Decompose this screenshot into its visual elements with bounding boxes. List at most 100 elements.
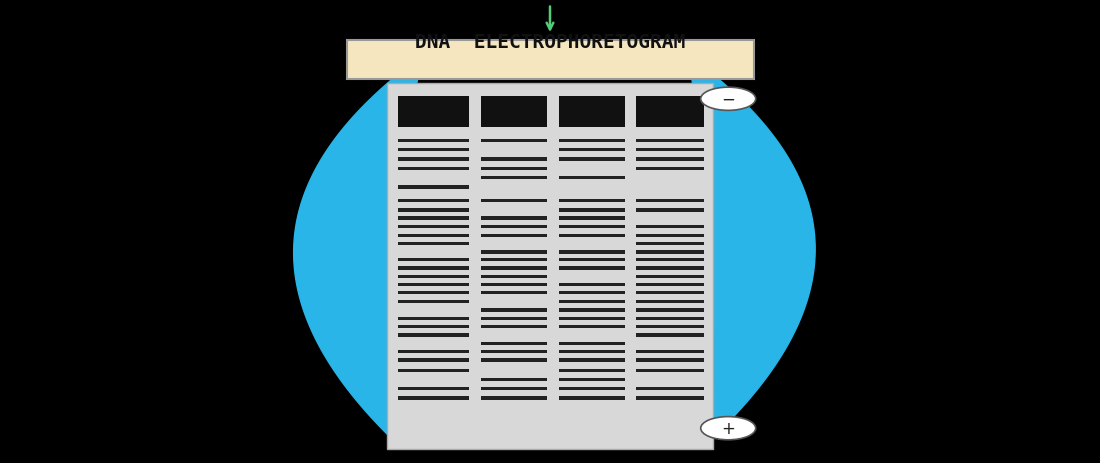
Bar — [559, 387, 625, 390]
Bar — [481, 258, 547, 262]
Bar — [559, 97, 625, 127]
Bar — [636, 292, 704, 294]
Bar — [481, 283, 547, 286]
Bar — [559, 234, 625, 238]
Bar — [636, 209, 704, 212]
Bar — [481, 158, 547, 161]
Bar — [636, 267, 704, 270]
Bar — [481, 317, 547, 320]
Bar — [398, 167, 469, 170]
Bar — [481, 387, 547, 390]
Bar — [398, 358, 469, 362]
Bar — [559, 317, 625, 320]
Bar — [636, 350, 704, 354]
Text: −: − — [722, 91, 735, 108]
Bar — [636, 149, 704, 152]
Bar — [398, 369, 469, 372]
Bar — [636, 396, 704, 400]
Bar — [559, 378, 625, 381]
Bar — [636, 325, 704, 329]
Text: +: + — [722, 419, 735, 437]
Bar — [636, 251, 704, 254]
Bar — [559, 200, 625, 203]
Bar — [636, 275, 704, 278]
Bar — [481, 167, 547, 170]
Bar — [481, 176, 547, 180]
Bar — [398, 149, 469, 152]
Bar — [398, 325, 469, 329]
Bar — [636, 387, 704, 390]
Polygon shape — [294, 56, 424, 438]
Bar — [559, 209, 625, 212]
Bar — [398, 258, 469, 262]
Polygon shape — [688, 56, 815, 438]
Bar — [559, 149, 625, 152]
Bar — [559, 217, 625, 220]
Bar — [398, 158, 469, 161]
Bar — [559, 176, 625, 180]
Bar — [559, 309, 625, 312]
Bar — [559, 350, 625, 354]
Bar — [481, 309, 547, 312]
Circle shape — [701, 417, 756, 440]
Bar — [398, 217, 469, 220]
Bar — [398, 333, 469, 337]
Bar — [398, 292, 469, 294]
Bar — [559, 139, 625, 143]
Bar — [636, 333, 704, 337]
Bar — [481, 200, 547, 203]
Circle shape — [701, 88, 756, 111]
Bar — [481, 234, 547, 238]
Bar — [559, 158, 625, 161]
Bar — [636, 258, 704, 262]
Bar — [398, 243, 469, 245]
Bar — [636, 309, 704, 312]
Bar — [481, 225, 547, 228]
Bar — [636, 358, 704, 362]
Bar — [481, 342, 547, 345]
Bar — [398, 396, 469, 400]
Bar — [559, 225, 625, 228]
Bar — [481, 358, 547, 362]
Bar — [346, 40, 754, 80]
Bar — [398, 267, 469, 270]
Bar — [559, 258, 625, 262]
Bar — [636, 234, 704, 238]
Bar — [559, 358, 625, 362]
Bar — [636, 317, 704, 320]
Bar — [559, 369, 625, 372]
Bar — [559, 396, 625, 400]
Bar — [481, 396, 547, 400]
Bar — [398, 275, 469, 278]
Bar — [398, 209, 469, 212]
Bar — [559, 292, 625, 294]
Bar — [636, 369, 704, 372]
Bar — [398, 139, 469, 143]
Bar — [636, 283, 704, 286]
Bar — [636, 200, 704, 203]
Bar — [636, 243, 704, 245]
Bar — [636, 97, 704, 127]
Bar — [481, 217, 547, 220]
Bar — [398, 97, 469, 127]
Bar — [481, 251, 547, 254]
Bar — [481, 350, 547, 354]
Bar — [559, 251, 625, 254]
Bar — [481, 139, 547, 143]
Bar — [481, 275, 547, 278]
Bar — [398, 317, 469, 320]
Bar — [636, 158, 704, 161]
Bar — [481, 97, 547, 127]
Bar — [559, 325, 625, 329]
Bar — [398, 225, 469, 228]
Bar — [398, 234, 469, 238]
Bar — [398, 387, 469, 390]
Text: DNA  ELECTROPHORETOGRAM: DNA ELECTROPHORETOGRAM — [415, 33, 685, 52]
Bar — [636, 225, 704, 228]
Bar — [636, 300, 704, 304]
Bar — [398, 186, 469, 189]
Bar — [559, 267, 625, 270]
Bar — [398, 300, 469, 304]
Bar — [636, 167, 704, 170]
Bar — [387, 83, 713, 449]
